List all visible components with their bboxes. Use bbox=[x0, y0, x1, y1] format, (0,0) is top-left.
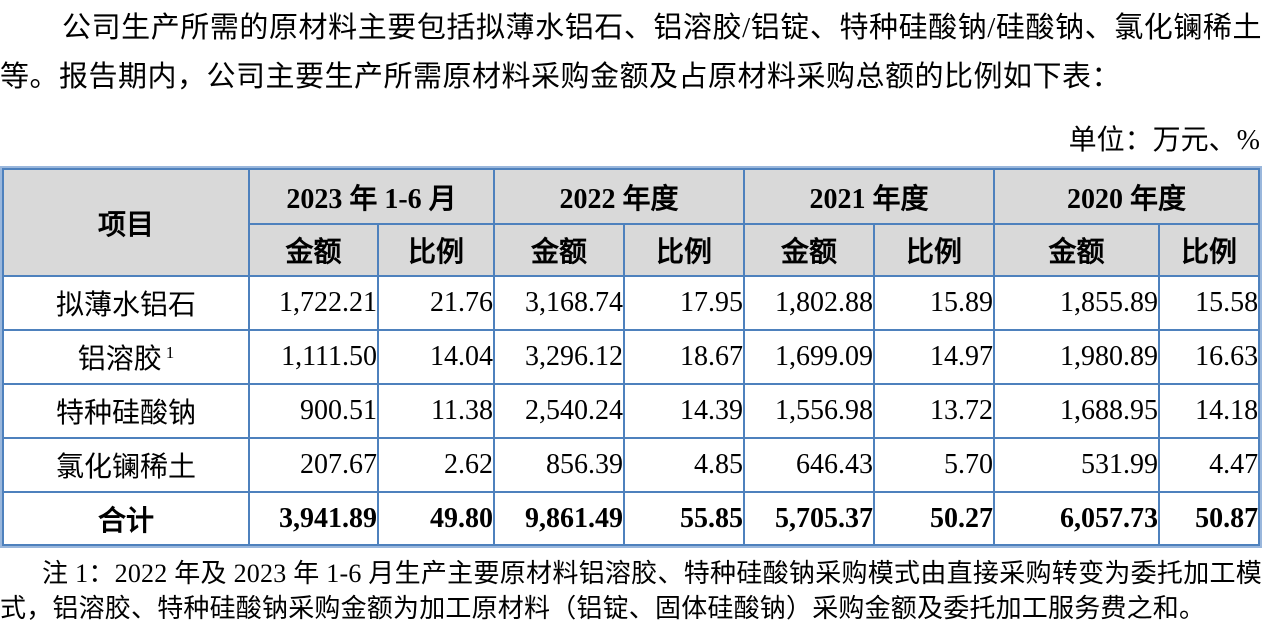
subheader-ratio-2021: 比例 bbox=[873, 223, 996, 277]
total-label: 合计 bbox=[2, 491, 250, 546]
cell-ratio: 2.62 bbox=[376, 437, 496, 493]
item-label: 特种硅酸钠 bbox=[2, 383, 250, 439]
table-row-total: 合计 3,941.89 49.80 9,861.49 55.85 5,705.3… bbox=[2, 491, 1261, 546]
cell-amount: 1,111.50 bbox=[248, 329, 379, 385]
table-row-lanthanum-chloride: 氯化镧稀土 207.67 2.62 856.39 4.85 646.43 5.7… bbox=[2, 437, 1261, 493]
cell-amount: 3,941.89 bbox=[248, 491, 379, 546]
cell-amount: 9,861.49 bbox=[493, 491, 626, 546]
subheader-ratio-2022: 比例 bbox=[623, 223, 746, 277]
cell-ratio: 14.18 bbox=[1158, 383, 1261, 439]
item-label: 铝溶胶 1 bbox=[2, 329, 250, 385]
cell-ratio: 50.27 bbox=[873, 491, 996, 546]
cell-amount: 3,296.12 bbox=[493, 329, 626, 385]
cell-ratio: 16.63 bbox=[1158, 329, 1261, 385]
header-row-periods: 项目 2023 年 1-6 月 2022 年度 2021 年度 2020 年度 bbox=[2, 168, 1261, 277]
subheader-amount-2021: 金额 bbox=[743, 223, 876, 277]
cell-ratio: 15.58 bbox=[1158, 275, 1261, 331]
footnote-text: 注 1：2022 年及 2023 年 1-6 月生产主要原材料铝溶胶、特种硅酸钠… bbox=[0, 559, 1262, 623]
subheader-amount-2020: 金额 bbox=[993, 223, 1161, 277]
cell-ratio: 55.85 bbox=[623, 491, 746, 546]
cell-amount: 1,688.95 bbox=[993, 383, 1161, 439]
header-row-subcolumns: 金额 比例 金额 比例 金额 比例 金额 比例 bbox=[3, 223, 1261, 277]
cell-amount: 1,699.09 bbox=[743, 329, 876, 385]
col-header-2020: 2020 年度 bbox=[993, 168, 1261, 225]
cell-amount: 5,705.37 bbox=[743, 491, 876, 546]
cell-ratio: 14.04 bbox=[376, 329, 496, 385]
cell-ratio: 21.76 bbox=[376, 275, 496, 331]
subheader-ratio-2020: 比例 bbox=[1158, 223, 1261, 277]
cell-ratio: 18.67 bbox=[623, 329, 746, 385]
cell-amount: 1,855.89 bbox=[993, 275, 1161, 331]
cell-amount: 6,057.73 bbox=[993, 491, 1161, 546]
cell-amount: 2,540.24 bbox=[493, 383, 626, 439]
cell-amount: 207.67 bbox=[248, 437, 379, 493]
subheader-amount-2023h1: 金额 bbox=[248, 223, 379, 277]
cell-ratio: 50.87 bbox=[1158, 491, 1261, 546]
table-row-pseudoboehmite: 拟薄水铝石 1,722.21 21.76 3,168.74 17.95 1,80… bbox=[2, 275, 1261, 331]
cell-amount: 3,168.74 bbox=[493, 275, 626, 331]
cell-ratio: 49.80 bbox=[376, 491, 496, 546]
cell-amount: 531.99 bbox=[993, 437, 1161, 493]
col-header-2022: 2022 年度 bbox=[493, 168, 746, 225]
unit-label: 单位：万元、% bbox=[1068, 125, 1260, 156]
cell-ratio: 15.89 bbox=[873, 275, 996, 331]
footnote-marker: 1 bbox=[165, 342, 175, 362]
subheader-ratio-2023h1: 比例 bbox=[376, 223, 496, 277]
col-header-item: 项目 bbox=[2, 168, 250, 277]
cell-amount: 856.39 bbox=[493, 437, 626, 493]
cell-amount: 1,722.21 bbox=[248, 275, 379, 331]
materials-procurement-table: 项目 2023 年 1-6 月 2022 年度 2021 年度 2020 年度 … bbox=[2, 168, 1261, 546]
table-row-aluminum-sol: 铝溶胶 1 1,111.50 14.04 3,296.12 18.67 1,699… bbox=[2, 329, 1261, 385]
cell-ratio: 17.95 bbox=[623, 275, 746, 331]
intro-paragraph: 公司生产所需的原材料主要包括拟薄水铝石、铝溶胶/铝锭、特种硅酸钠/硅酸钠、氯化镧… bbox=[0, 12, 1262, 93]
cell-ratio: 14.97 bbox=[873, 329, 996, 385]
cell-ratio: 11.38 bbox=[376, 383, 496, 439]
cell-amount: 1,556.98 bbox=[743, 383, 876, 439]
item-label: 氯化镧稀土 bbox=[2, 437, 250, 493]
materials-table-wrapper: 项目 2023 年 1-6 月 2022 年度 2021 年度 2020 年度 … bbox=[0, 166, 1262, 548]
cell-amount: 646.43 bbox=[743, 437, 876, 493]
cell-amount: 900.51 bbox=[248, 383, 379, 439]
table-row-sodium-silicate: 特种硅酸钠 900.51 11.38 2,540.24 14.39 1,556.… bbox=[2, 383, 1261, 439]
col-header-2021: 2021 年度 bbox=[743, 168, 996, 225]
cell-ratio: 5.70 bbox=[873, 437, 996, 493]
cell-ratio: 4.47 bbox=[1158, 437, 1261, 493]
cell-ratio: 14.39 bbox=[623, 383, 746, 439]
subheader-amount-2022: 金额 bbox=[493, 223, 626, 277]
cell-ratio: 13.72 bbox=[873, 383, 996, 439]
col-header-2023h1: 2023 年 1-6 月 bbox=[247, 168, 496, 225]
cell-amount: 1,802.88 bbox=[743, 275, 876, 331]
item-label: 拟薄水铝石 bbox=[2, 275, 250, 331]
cell-amount: 1,980.89 bbox=[993, 329, 1161, 385]
cell-ratio: 4.85 bbox=[623, 437, 746, 493]
